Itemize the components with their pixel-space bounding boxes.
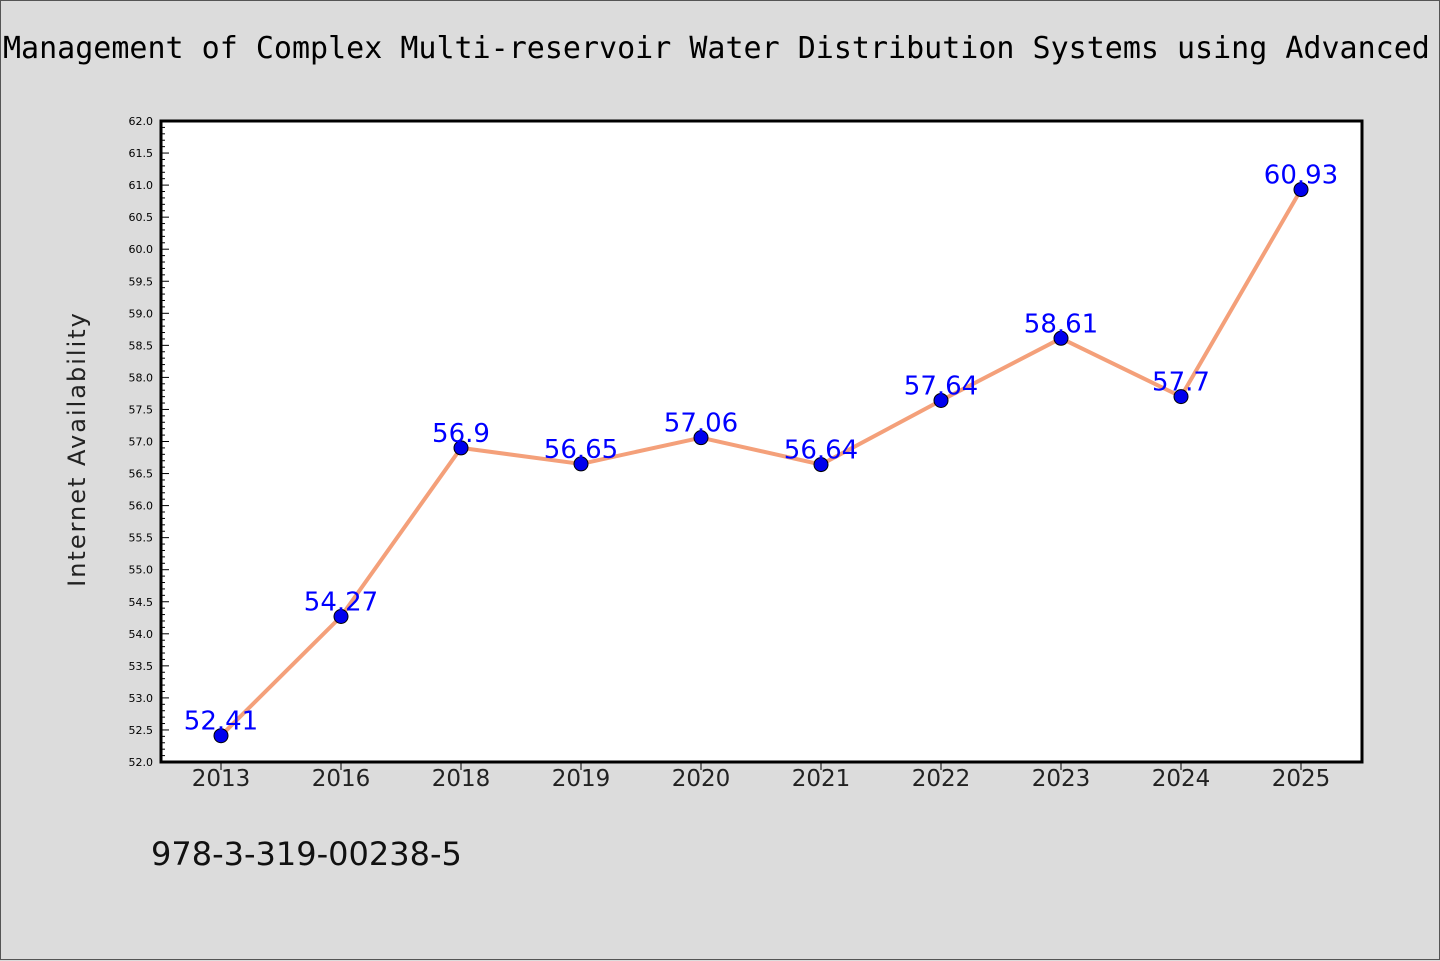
x-tick-label: 2025 bbox=[1272, 766, 1331, 792]
y-tick-label: 57.5 bbox=[129, 403, 154, 416]
x-tick-label: 2020 bbox=[672, 766, 731, 792]
data-point bbox=[1293, 182, 1309, 198]
data-label: 60.93 bbox=[1264, 161, 1338, 191]
x-tick-label: 2023 bbox=[1032, 766, 1091, 792]
data-label: 57.7 bbox=[1152, 368, 1210, 398]
data-point bbox=[693, 430, 709, 446]
y-tick-label: 61.5 bbox=[129, 147, 154, 160]
data-label: 58.61 bbox=[1024, 309, 1098, 339]
x-tick-label: 2022 bbox=[912, 766, 971, 792]
y-tick-label: 53.0 bbox=[129, 692, 154, 705]
data-point bbox=[453, 440, 469, 456]
data-label: 56.65 bbox=[544, 435, 618, 465]
data-label: 57.06 bbox=[664, 409, 738, 439]
plot-area bbox=[159, 119, 1364, 764]
series-group: 52.41 54.27 56.9 56.65 57.06 56.64 57.64 58.61 5… bbox=[184, 161, 1338, 744]
data-label: 56.9 bbox=[432, 419, 490, 449]
y-tick-label: 59.0 bbox=[129, 307, 154, 320]
y-tick-label: 52.0 bbox=[129, 756, 154, 769]
y-tick-label: 60.0 bbox=[129, 243, 154, 256]
y-tick-label: 61.0 bbox=[129, 179, 154, 192]
x-tick-label: 2018 bbox=[432, 766, 491, 792]
x-tick-label: 2024 bbox=[1152, 766, 1211, 792]
y-tick-label: 62.0 bbox=[129, 115, 154, 128]
data-label: 56.64 bbox=[784, 436, 858, 466]
data-label: 57.64 bbox=[904, 371, 978, 401]
data-label: 54.27 bbox=[304, 587, 378, 617]
data-point bbox=[573, 456, 589, 472]
y-tick-label: 55.0 bbox=[129, 564, 154, 577]
y-tick-label: 55.5 bbox=[129, 532, 154, 545]
x-tick-label: 2013 bbox=[192, 766, 251, 792]
chart-title: Management of Complex Multi-reservoir Wa… bbox=[3, 31, 1430, 66]
y-tick-label: 56.0 bbox=[129, 500, 154, 513]
x-tick-label: 2021 bbox=[792, 766, 851, 792]
y-tick-label: 54.5 bbox=[129, 596, 154, 609]
data-point bbox=[333, 608, 349, 624]
data-point bbox=[1173, 389, 1189, 405]
data-point bbox=[933, 392, 949, 408]
y-tick-label: 54.0 bbox=[129, 628, 154, 641]
y-tick-label: 60.5 bbox=[129, 211, 154, 224]
data-label: 52.41 bbox=[184, 707, 258, 737]
isbn-note: 978-3-319-00238-5 bbox=[151, 835, 462, 873]
data-point bbox=[813, 457, 829, 473]
y-tick-label: 58.0 bbox=[129, 371, 154, 384]
data-point bbox=[213, 728, 229, 744]
x-axis-ticks: 2013 2016 2018 2019 2020 2021 2022 2023 2024 2025 bbox=[192, 762, 1331, 792]
y-tick-label: 59.5 bbox=[129, 275, 154, 288]
y-tick-label: 56.5 bbox=[129, 468, 154, 481]
y-tick-label: 58.5 bbox=[129, 339, 154, 352]
series-line bbox=[219, 188, 1303, 738]
data-point bbox=[1053, 330, 1069, 346]
x-tick-label: 2016 bbox=[312, 766, 371, 792]
x-tick-label: 2019 bbox=[552, 766, 611, 792]
y-tick-label: 52.5 bbox=[129, 724, 154, 737]
y-tick-label: 57.0 bbox=[129, 436, 154, 449]
y-tick-label: 53.5 bbox=[129, 660, 154, 673]
y-axis-ticks: 52.0 52.5 53.0 53.5 54.0 54.5 55.0 55.5 56.0 56.5… bbox=[129, 115, 169, 769]
